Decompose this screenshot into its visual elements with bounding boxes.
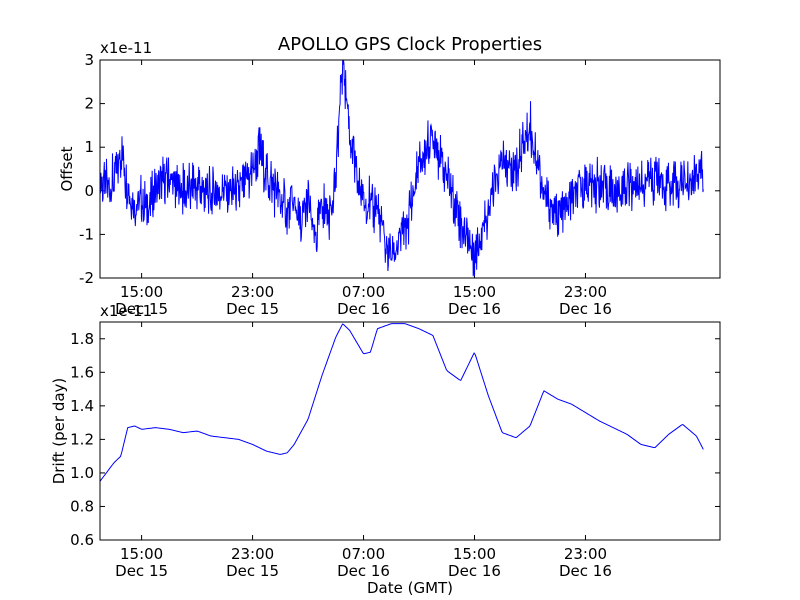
- xtick-time-label: 23:00: [564, 545, 607, 563]
- drift-ylabel: Drift (per day): [50, 378, 68, 485]
- xtick-time-label: 07:00: [342, 283, 385, 301]
- ytick-label: 1.4: [70, 397, 94, 415]
- ytick-label: 0.6: [70, 531, 94, 549]
- drift-panel: x1e-11 Drift (per day) Date (GMT) 0.6 0.8…: [50, 302, 721, 597]
- xtick-date-label: Dec 15: [226, 300, 279, 318]
- xtick-time-label: 07:00: [342, 545, 385, 563]
- offset-multiplier: x1e-11: [100, 39, 152, 57]
- drift-yticks: 0.6 0.8 1.0 1.2 1.4 1.6 1.8: [70, 330, 720, 549]
- xtick-time-label: 23:00: [231, 545, 274, 563]
- xtick-time-label: 15:00: [453, 283, 496, 301]
- ytick-label: 0: [84, 182, 94, 200]
- drift-multiplier: x1e-11: [100, 302, 152, 320]
- drift-series-line: [99, 323, 704, 482]
- ytick-label: 1.0: [70, 464, 94, 482]
- ytick-label: 0.8: [70, 497, 94, 515]
- ytick-label: 1.2: [70, 430, 94, 448]
- xtick-date-label: Dec 15: [115, 300, 168, 318]
- drift-axes-frame: [99, 321, 721, 541]
- drift-xlabel: Date (GMT): [367, 579, 453, 597]
- xtick-time-label: 15:00: [120, 545, 163, 563]
- xtick-date-label: Dec 15: [226, 562, 279, 580]
- xtick-date-label: Dec 15: [115, 562, 168, 580]
- offset-series-line: [99, 59, 704, 277]
- ytick-label: -1: [79, 225, 94, 243]
- xtick-date-label: Dec 16: [448, 562, 501, 580]
- ytick-label: -2: [79, 269, 94, 287]
- xtick-date-label: Dec 16: [559, 300, 612, 318]
- ytick-label: 1: [84, 138, 94, 156]
- ytick-label: 2: [84, 95, 94, 113]
- ytick-label: 1.6: [70, 363, 94, 381]
- offset-ylabel: Offset: [58, 146, 76, 191]
- xtick-date-label: Dec 16: [337, 562, 390, 580]
- xtick-time-label: 23:00: [231, 283, 274, 301]
- chart-title: APOLLO GPS Clock Properties: [278, 34, 542, 55]
- ytick-label: 3: [84, 51, 94, 69]
- ytick-label: 1.8: [70, 330, 94, 348]
- xtick-time-label: 23:00: [564, 283, 607, 301]
- offset-panel: APOLLO GPS Clock Properties x1e-11 Offse…: [58, 34, 721, 318]
- xtick-date-label: Dec 16: [337, 300, 390, 318]
- xtick-time-label: 15:00: [120, 283, 163, 301]
- xtick-date-label: Dec 16: [448, 300, 501, 318]
- xtick-time-label: 15:00: [453, 545, 496, 563]
- offset-axes-frame: [99, 59, 721, 279]
- xtick-date-label: Dec 16: [559, 562, 612, 580]
